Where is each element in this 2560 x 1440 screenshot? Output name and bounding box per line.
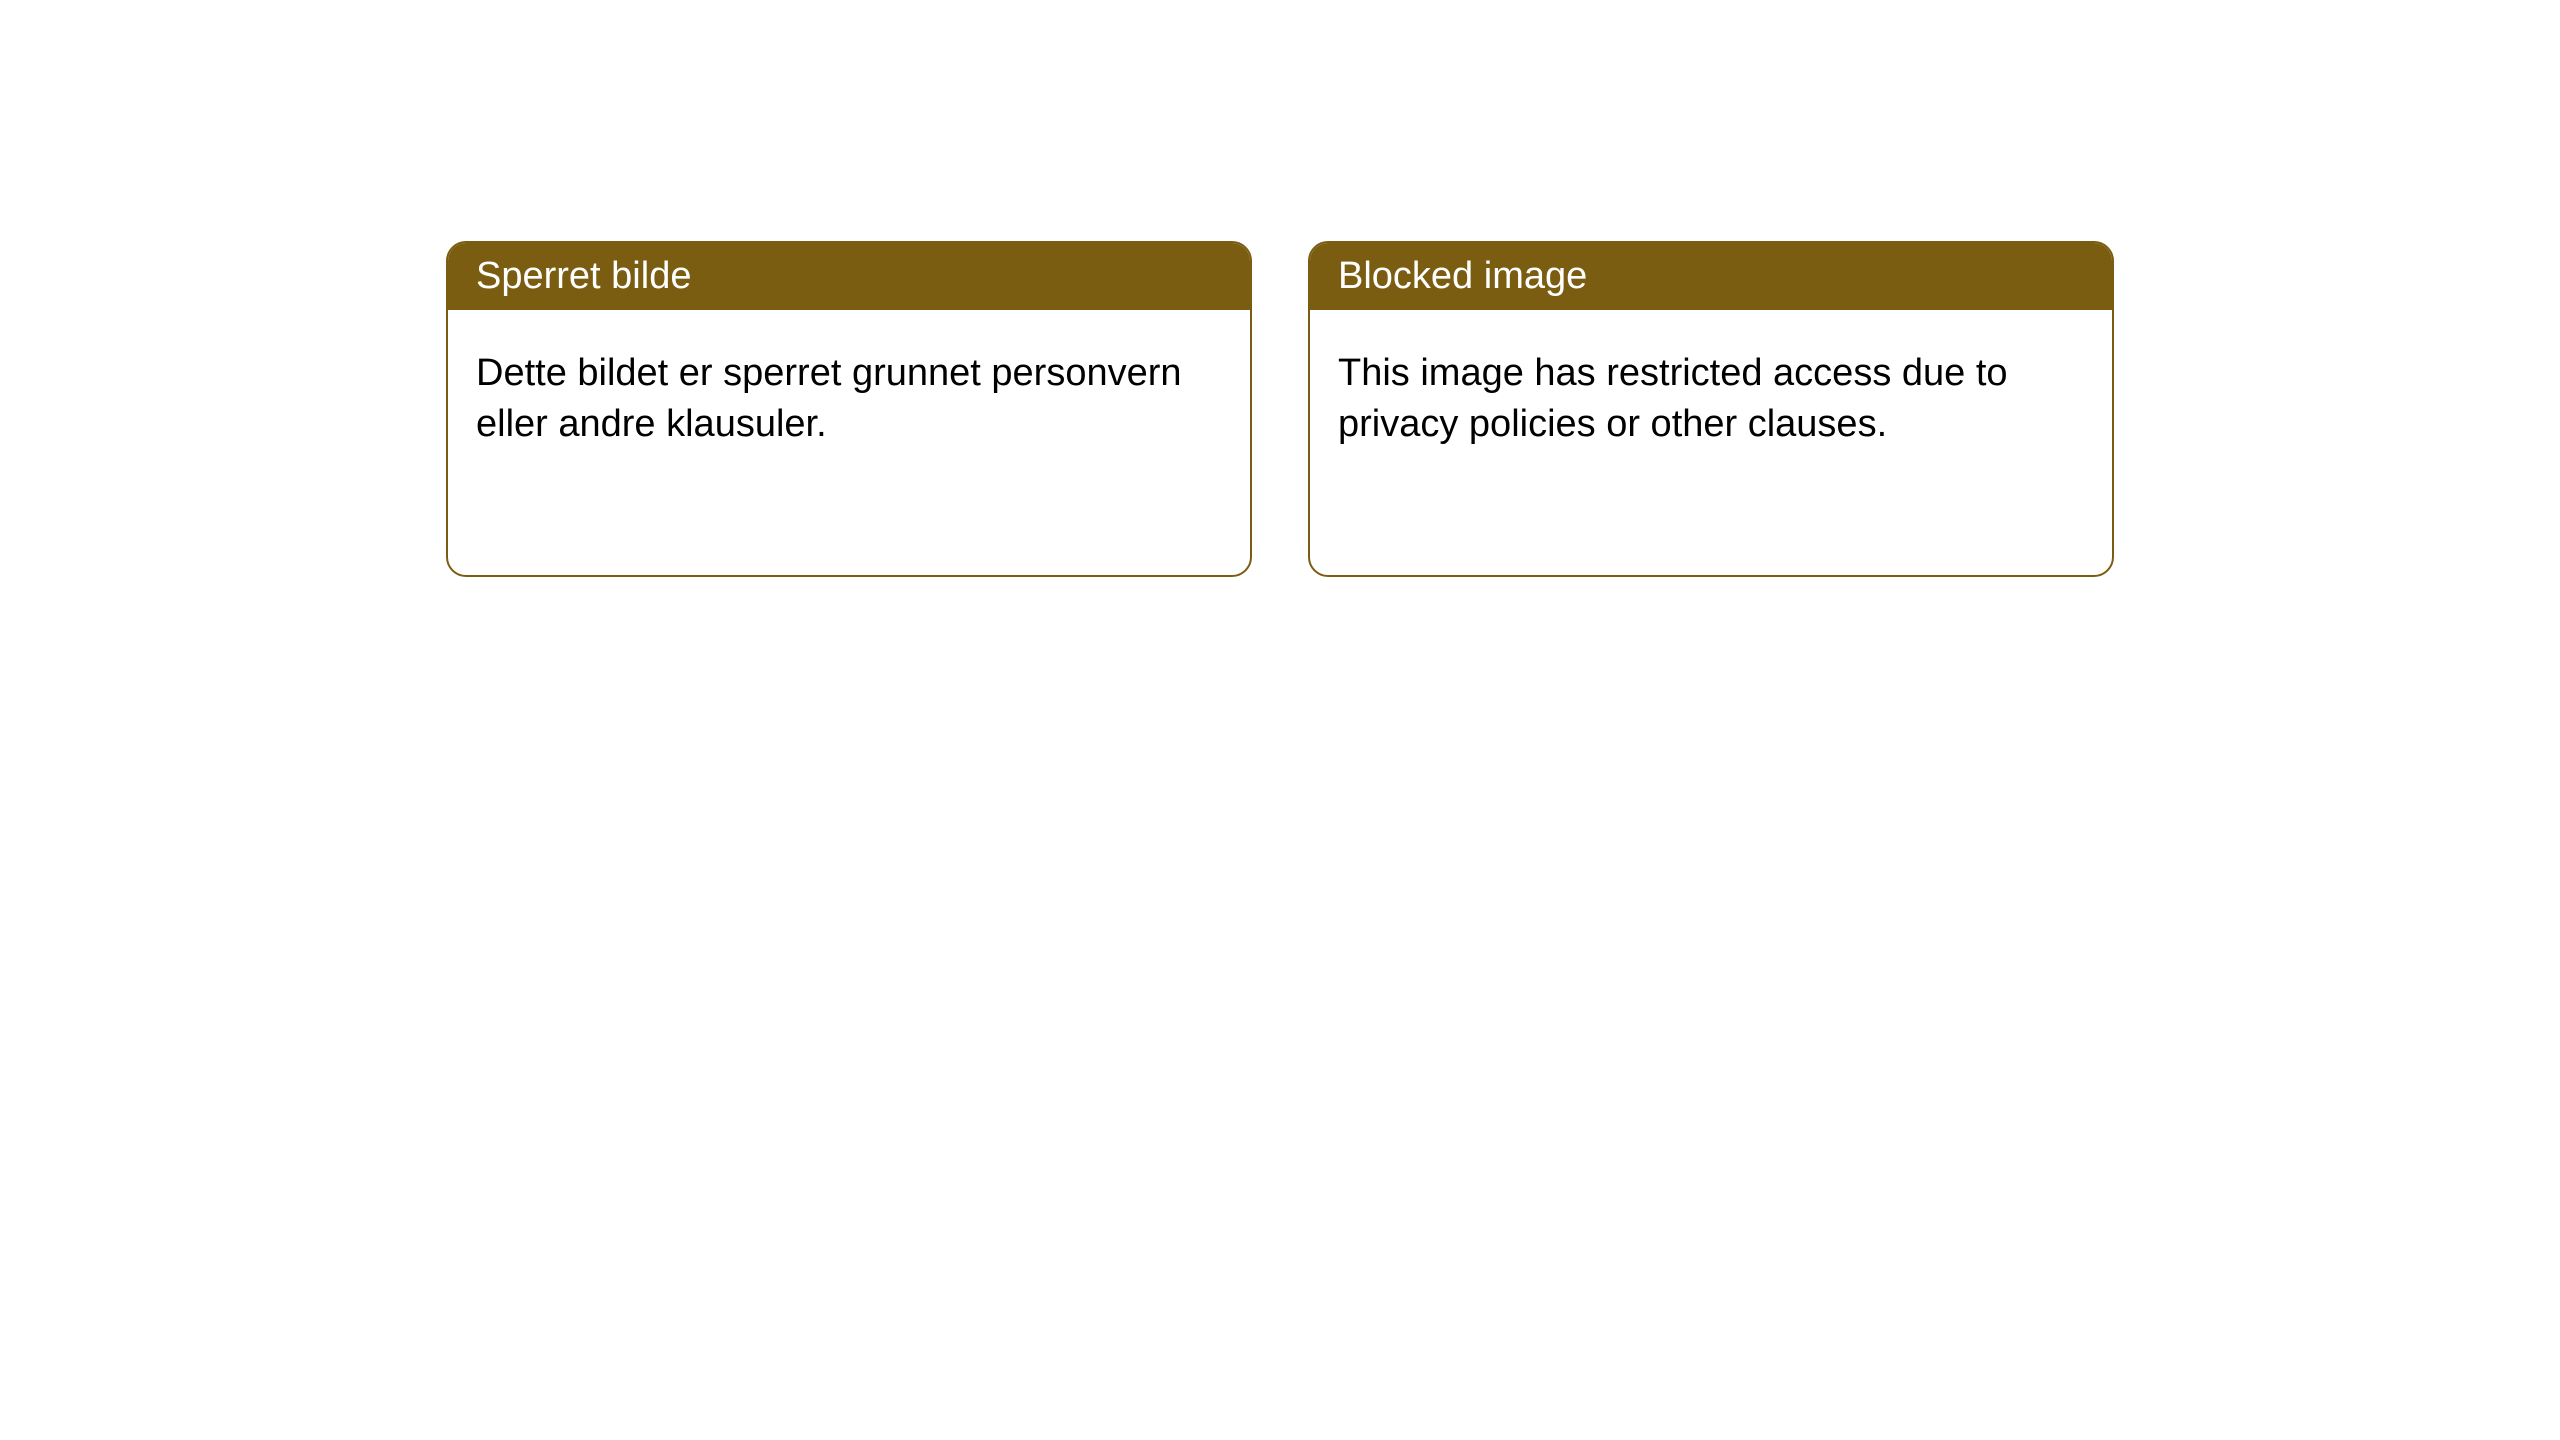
notice-card-english: Blocked image This image has restricted …	[1308, 241, 2114, 577]
notice-body-english: This image has restricted access due to …	[1310, 310, 2112, 489]
notice-title-norwegian: Sperret bilde	[448, 243, 1250, 310]
notice-card-norwegian: Sperret bilde Dette bildet er sperret gr…	[446, 241, 1252, 577]
notice-body-norwegian: Dette bildet er sperret grunnet personve…	[448, 310, 1250, 489]
notice-title-english: Blocked image	[1310, 243, 2112, 310]
notice-container: Sperret bilde Dette bildet er sperret gr…	[0, 0, 2560, 577]
